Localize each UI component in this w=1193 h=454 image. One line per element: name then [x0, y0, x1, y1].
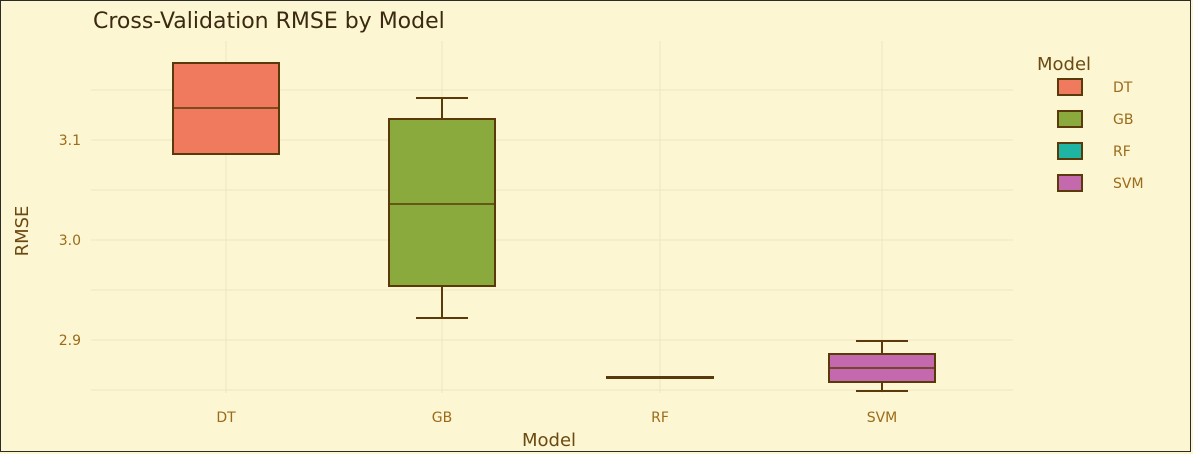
- legend-label: SVM: [1113, 176, 1144, 192]
- legend-label: GB: [1113, 112, 1133, 128]
- x-tick-label: DT: [216, 410, 236, 426]
- boxes: [172, 62, 936, 392]
- legend-swatch: [1057, 142, 1083, 160]
- legend-swatch: [1057, 110, 1083, 128]
- legend-entry-svm: SVM: [1057, 174, 1144, 192]
- box-rf: [606, 376, 714, 379]
- legend-title: Model: [1037, 54, 1091, 75]
- legend-label: DT: [1113, 80, 1133, 96]
- legend-label: RF: [1113, 144, 1131, 160]
- y-tick-label: 2.9: [59, 333, 81, 349]
- box-body: [388, 118, 496, 287]
- x-axis-ticks: DT GB RF SVM: [216, 410, 897, 426]
- legend-swatch: [1057, 78, 1083, 96]
- legend-entry-rf: RF: [1057, 142, 1131, 160]
- legend: Model DT GB RF SVM: [1037, 54, 1144, 192]
- box-svm: [828, 340, 936, 392]
- legend-swatch: [1057, 174, 1083, 192]
- y-axis-title: RMSE: [12, 206, 33, 257]
- box-dt: [172, 62, 280, 155]
- box-gb: [388, 97, 496, 319]
- x-tick-label: SVM: [867, 410, 898, 426]
- x-tick-label: RF: [651, 410, 669, 426]
- x-tick-label: GB: [432, 410, 452, 426]
- y-tick-label: 3.0: [59, 233, 81, 249]
- chart-title: Cross-Validation RMSE by Model: [93, 9, 445, 34]
- y-axis-ticks: 2.9 3.0 3.1: [59, 133, 81, 349]
- x-axis-title: Model: [522, 430, 576, 451]
- legend-entry-dt: DT: [1057, 78, 1133, 96]
- y-tick-label: 3.1: [59, 133, 81, 149]
- legend-entry-gb: GB: [1057, 110, 1133, 128]
